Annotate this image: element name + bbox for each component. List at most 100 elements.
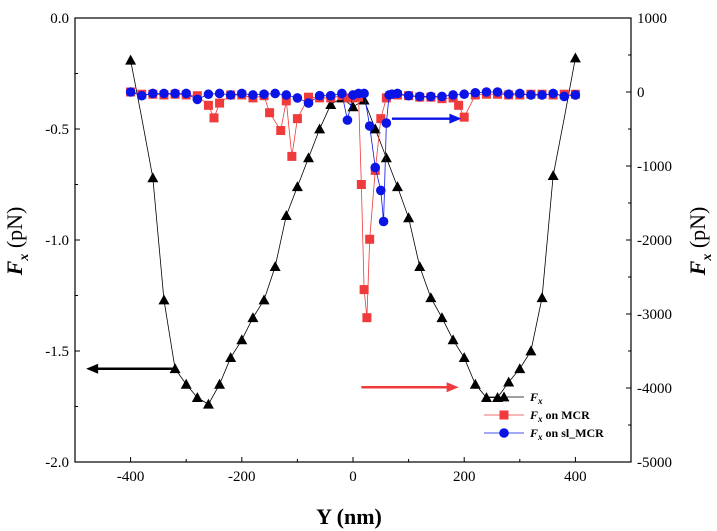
legend-label-main: F <box>529 426 538 440</box>
data-point <box>214 378 226 389</box>
arrow-annotation <box>361 382 459 393</box>
data-point <box>125 87 136 97</box>
legend-label-main: F <box>529 390 538 404</box>
left-y-tick-label: -2.0 <box>45 455 69 471</box>
data-point <box>469 378 481 389</box>
arrow-head <box>446 382 459 393</box>
legend-item: Fx on MCR <box>484 408 590 424</box>
legend-label-rest: on MCR <box>543 408 591 422</box>
x-tick-label: 0 <box>349 469 357 485</box>
data-point <box>548 88 558 99</box>
legend-label-main: F <box>529 408 538 422</box>
data-point <box>347 101 359 112</box>
data-point <box>314 90 325 101</box>
series-layer <box>125 52 581 409</box>
right-y-tick-label: 1000 <box>637 11 667 27</box>
arrow-annotation <box>86 363 176 374</box>
data-point <box>191 392 203 403</box>
data-point <box>325 90 336 101</box>
data-point <box>247 312 259 323</box>
x-tick-label: -200 <box>228 469 256 485</box>
data-point <box>269 261 281 272</box>
data-point <box>437 91 447 102</box>
legend-label-sub: x <box>537 414 543 424</box>
right-y-axis-title-main: F <box>685 260 710 276</box>
data-point <box>481 87 492 97</box>
data-point <box>281 90 292 100</box>
data-point <box>376 185 386 196</box>
series-2 <box>126 87 580 323</box>
data-point <box>180 378 192 389</box>
right-y-tick-label: 0 <box>637 85 645 101</box>
data-point <box>270 88 280 99</box>
left-y-tick-label: -1.5 <box>45 344 69 360</box>
right-y-axis: 1000 0 -1000 -2000 -3000 -4000 -5000 <box>626 11 672 471</box>
data-point <box>209 113 219 123</box>
data-point <box>259 89 269 100</box>
data-point <box>362 313 372 323</box>
right-y-axis-title-rest: (pN) <box>685 207 710 254</box>
annotation-layer <box>86 113 462 393</box>
data-point <box>448 90 458 100</box>
right-y-axis-title: Fx (pN) <box>685 207 715 277</box>
data-point <box>369 123 381 134</box>
legend-label-sub: x <box>537 396 543 406</box>
data-point <box>470 87 481 98</box>
data-point <box>380 152 392 163</box>
data-point <box>459 89 470 100</box>
x-tick-label: 200 <box>453 469 476 485</box>
right-y-tick-label: -2000 <box>637 233 672 249</box>
data-point <box>181 88 191 99</box>
right-y-tick-label: -5000 <box>637 455 672 471</box>
data-point <box>447 334 459 345</box>
data-point <box>276 125 286 135</box>
data-point <box>215 98 225 108</box>
left-y-tick-label: -1.0 <box>45 233 69 249</box>
data-point <box>492 87 503 97</box>
data-point <box>392 88 403 99</box>
data-point <box>403 90 414 101</box>
data-point <box>192 94 203 105</box>
data-point <box>425 292 437 303</box>
series-line <box>130 91 576 318</box>
data-point <box>514 363 526 374</box>
left-y-axis-title-sub: x <box>17 254 32 262</box>
data-point <box>337 88 347 99</box>
data-point <box>237 88 247 99</box>
data-point <box>303 152 315 163</box>
data-point <box>314 123 326 134</box>
legend-marker <box>498 391 510 402</box>
right-y-tick-label: -4000 <box>637 381 672 397</box>
data-point <box>515 88 525 99</box>
data-point <box>292 114 302 124</box>
data-point <box>248 90 258 100</box>
left-y-axis-title-rest: (pN) <box>2 207 27 254</box>
data-point <box>147 172 159 183</box>
right-y-tick-label: -3000 <box>637 307 672 323</box>
arrow-annotation <box>391 113 462 124</box>
legend-marker <box>499 428 509 438</box>
data-point <box>258 294 270 305</box>
data-point <box>136 90 147 101</box>
data-point <box>414 261 426 272</box>
x-tick-label: -400 <box>117 469 145 485</box>
data-point <box>225 90 236 100</box>
data-point <box>503 89 514 100</box>
data-point <box>202 398 214 409</box>
data-point <box>358 94 370 105</box>
data-point <box>203 89 214 100</box>
data-point <box>547 170 559 181</box>
arrow-head <box>86 363 99 374</box>
data-point <box>303 98 314 108</box>
data-point <box>381 118 392 128</box>
data-point <box>304 92 314 102</box>
data-point <box>325 99 337 109</box>
data-point <box>225 352 237 363</box>
data-point <box>359 285 369 295</box>
data-point <box>458 352 470 363</box>
legend-label: Fx <box>529 390 543 406</box>
legend-label-rest: on sl_MCR <box>543 426 605 440</box>
data-point <box>403 212 415 223</box>
left-y-axis-title: Fx (pN) <box>2 207 32 277</box>
